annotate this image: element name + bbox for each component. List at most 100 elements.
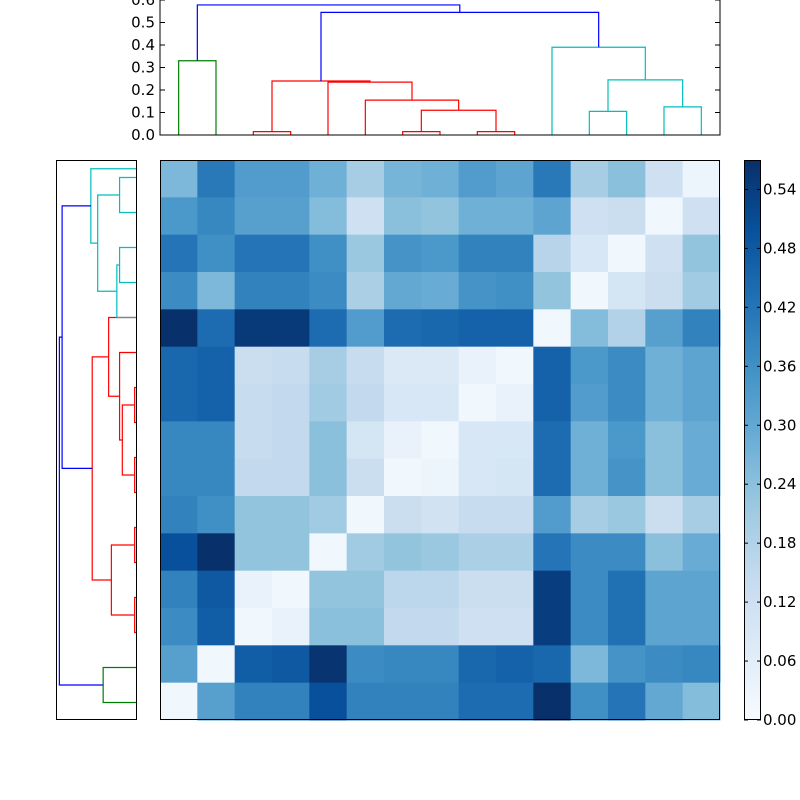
heatmap-cell-r10-c11 — [570, 533, 609, 572]
heatmap-cell-r6-c6 — [384, 384, 422, 422]
top-ytick-label-3: 0.3 — [131, 59, 155, 77]
heatmap-cell-r13-c14 — [682, 645, 721, 684]
heatmap-cell-r13-c0 — [160, 645, 198, 684]
heatmap-cell-r4-c12 — [608, 309, 646, 348]
heatmap-cell-r11-c9 — [496, 570, 534, 609]
heatmap-cell-r0-c7 — [421, 160, 460, 198]
heatmap-cell-r6-c12 — [608, 384, 646, 422]
heatmap-cell-r1-c1 — [197, 197, 236, 236]
heatmap-cell-r12-c11 — [570, 608, 609, 646]
heatmap-cell-r13-c2 — [234, 645, 273, 684]
heatmap-cell-r3-c4 — [309, 272, 348, 310]
heatmap-cell-r3-c7 — [421, 272, 460, 310]
heatmap-cell-r10-c2 — [234, 533, 273, 572]
colorbar-tick-label-2: 0.12 — [763, 593, 796, 611]
heatmap-cell-r12-c8 — [458, 608, 497, 646]
heatmap-cell-r2-c0 — [160, 234, 198, 273]
heatmap-cell-r7-c7 — [421, 421, 460, 460]
heatmap-cell-r11-c3 — [272, 570, 310, 609]
heatmap-cell-r2-c10 — [533, 234, 572, 273]
heatmap-cell-r7-c6 — [384, 421, 422, 460]
heatmap-cell-r8-c8 — [458, 458, 497, 497]
heatmap-cell-r13-c8 — [458, 645, 497, 684]
heatmap-cell-r4-c3 — [272, 309, 310, 348]
heatmap-cell-r1-c5 — [346, 197, 385, 236]
heatmap-cell-r6-c9 — [496, 384, 534, 422]
heatmap-cell-r7-c0 — [160, 421, 198, 460]
left-dendrogram-link-16 — [58, 336, 104, 686]
heatmap-cell-r12-c4 — [309, 608, 348, 646]
heatmap-cell-r7-c5 — [346, 421, 385, 460]
top-ytick-label-2: 0.2 — [131, 81, 155, 99]
heatmap-cell-r10-c4 — [309, 533, 348, 572]
heatmap-cell-r7-c1 — [197, 421, 236, 460]
heatmap-cell-r3-c5 — [346, 272, 385, 310]
heatmap-cell-r10-c13 — [645, 533, 684, 572]
heatmap-cell-r0-c10 — [533, 160, 572, 198]
heatmap-cell-r13-c6 — [384, 645, 422, 684]
top-dendrogram-frame — [159, 0, 721, 136]
heatmap-cell-r7-c2 — [234, 421, 273, 460]
heatmap-cell-r7-c14 — [682, 421, 721, 460]
heatmap-cell-r9-c14 — [682, 496, 721, 534]
heatmap-cell-r14-c0 — [160, 682, 198, 721]
heatmap-cell-r13-c11 — [570, 645, 609, 684]
heatmap-cell-r14-c11 — [570, 682, 609, 721]
heatmap-cell-r11-c12 — [608, 570, 646, 609]
heatmap-cell-r5-c10 — [533, 346, 572, 385]
heatmap-cell-r1-c0 — [160, 197, 198, 236]
top-ytick-label-1: 0.1 — [131, 104, 155, 122]
heatmap-cell-r14-c13 — [645, 682, 684, 721]
heatmap-cell-r11-c2 — [234, 570, 273, 609]
heatmap-cell-r7-c12 — [608, 421, 646, 460]
heatmap-cell-r11-c10 — [533, 570, 572, 609]
heatmap-cell-r4-c14 — [682, 309, 721, 348]
heatmap-cell-r0-c14 — [682, 160, 721, 198]
heatmap-cell-r8-c11 — [570, 458, 609, 497]
top-dendrogram-link-13 — [196, 4, 461, 61]
heatmap-cell-r1-c9 — [496, 197, 534, 236]
heatmap-cell-r14-c12 — [608, 682, 646, 721]
heatmap-cell-r12-c14 — [682, 608, 721, 646]
heatmap-cell-r12-c10 — [533, 608, 572, 646]
heatmap-cell-r5-c14 — [682, 346, 721, 385]
heatmap-cell-r8-c14 — [682, 458, 721, 497]
heatmap-cell-r6-c11 — [570, 384, 609, 422]
heatmap-cell-r9-c5 — [346, 496, 385, 534]
heatmap-cell-r1-c2 — [234, 197, 273, 236]
colorbar-tick-label-1: 0.06 — [763, 652, 796, 670]
heatmap-cell-r9-c1 — [197, 496, 236, 534]
heatmap-cell-r6-c5 — [346, 384, 385, 422]
heatmap-cell-r9-c7 — [421, 496, 460, 534]
heatmap-cell-r7-c10 — [533, 421, 572, 460]
top-ytick-label-4: 0.4 — [131, 36, 155, 54]
heatmap-cell-r4-c13 — [645, 309, 684, 348]
heatmap-cell-r12-c0 — [160, 608, 198, 646]
heatmap-cell-r3-c10 — [533, 272, 572, 310]
heatmap-cell-r0-c11 — [570, 160, 609, 198]
heatmap-cell-r0-c8 — [458, 160, 497, 198]
colorbar: 0.00 0.06 0.12 0.18 0.24 0.30 0.36 0.42 0.48 0.54 — [744, 160, 796, 729]
heatmap-cell-r14-c2 — [234, 682, 273, 721]
heatmap-cell-r1-c3 — [272, 197, 310, 236]
heatmap-cell-r3-c3 — [272, 272, 310, 310]
heatmap-cell-r9-c11 — [570, 496, 609, 534]
heatmap-cell-r4-c0 — [160, 309, 198, 348]
heatmap-cell-r2-c14 — [682, 234, 721, 273]
heatmap-cell-r9-c9 — [496, 496, 534, 534]
heatmap-cell-r1-c10 — [533, 197, 572, 236]
heatmap-cell-r0-c9 — [496, 160, 534, 198]
heatmap-cell-r7-c8 — [458, 421, 497, 460]
heatmap-cell-r12-c5 — [346, 608, 385, 646]
heatmap-cell-r9-c4 — [309, 496, 348, 534]
heatmap-cell-r8-c2 — [234, 458, 273, 497]
heatmap-cell-r5-c12 — [608, 346, 646, 385]
heatmap-cell-r6-c4 — [309, 384, 348, 422]
colorbar-tick-label-4: 0.24 — [763, 475, 796, 493]
heatmap-cell-r11-c11 — [570, 570, 609, 609]
heatmap-cell-r9-c12 — [608, 496, 646, 534]
colorbar-tick-label-0: 0.00 — [763, 711, 796, 729]
heatmap-cell-r4-c10 — [533, 309, 572, 348]
heatmap-cell-r8-c13 — [645, 458, 684, 497]
heatmap-cell-r12-c13 — [645, 608, 684, 646]
